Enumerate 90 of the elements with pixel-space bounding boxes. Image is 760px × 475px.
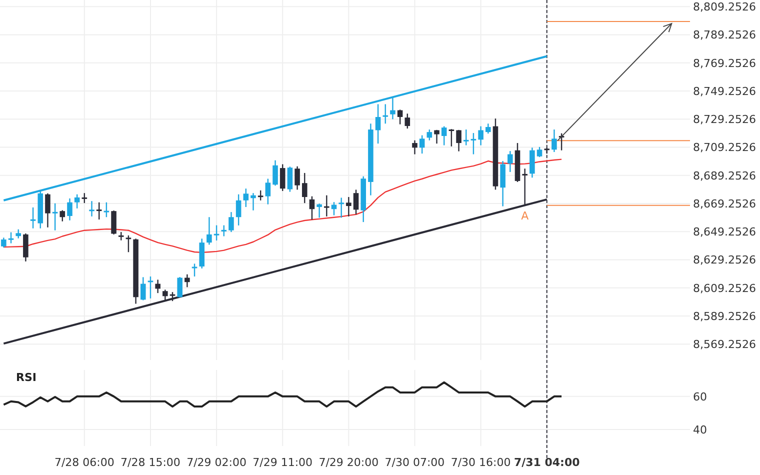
candlestick [294, 166, 300, 190]
candlestick [30, 206, 36, 229]
candlestick [536, 146, 542, 158]
candlestick [184, 274, 190, 288]
annotation: A [521, 209, 530, 222]
x-tick-label: 7/30 07:00 [384, 456, 445, 469]
y-tick-label: 8,789.2526 [693, 28, 756, 42]
candlestick [324, 194, 330, 218]
candlestick [375, 104, 381, 144]
y-tick-label: 40 [693, 423, 707, 436]
candlestick [140, 276, 146, 301]
x-tick-label: 7/30 16:00 [450, 456, 511, 469]
candlestick [419, 134, 425, 154]
x-tick-label: 7/29 20:00 [318, 456, 379, 469]
candlestick [500, 160, 506, 207]
candlestick [243, 188, 249, 208]
candlestick [96, 202, 102, 220]
x-tick-label: 7/28 15:00 [120, 456, 180, 469]
candlestick [60, 210, 66, 222]
candlestick [404, 113, 410, 130]
y-tick-label: 8,589.2526 [693, 310, 756, 323]
x-tick-label: 7/31 04:00 [514, 456, 580, 469]
candlestick [397, 109, 403, 125]
candlestick [74, 194, 80, 210]
line-series [2, 381, 563, 408]
candlestick [177, 276, 182, 298]
candlestick [162, 289, 168, 302]
candlestick [126, 234, 132, 253]
y-tick-label: 8,649.2526 [693, 226, 756, 239]
candlestick [8, 232, 14, 244]
x-tick-label: 7/28 06:00 [54, 456, 114, 469]
candlestick [104, 202, 110, 218]
candlestick [52, 202, 58, 231]
candlestick [390, 96, 396, 120]
candlestick [280, 164, 286, 192]
candlestick [89, 200, 94, 218]
candlestick [508, 150, 513, 173]
y-tick-label: 8,669.2526 [693, 197, 756, 210]
candlestick [470, 132, 476, 155]
candlestick [463, 128, 469, 146]
candlestick [338, 197, 344, 218]
candlestick [250, 192, 256, 211]
x-tick-label: 7/29 11:00 [252, 456, 313, 469]
candlestick [265, 178, 271, 205]
candlestick [192, 263, 198, 278]
candlestick [530, 147, 535, 178]
y-tick-label: 8,689.2526 [693, 169, 756, 182]
candlestick [456, 129, 462, 152]
candlestick [353, 189, 359, 215]
candlestick [236, 194, 242, 226]
candlestick [478, 126, 484, 146]
candlestick [111, 210, 116, 236]
y-tick-label: 8,709.2526 [693, 141, 756, 154]
candlestick [148, 276, 154, 300]
candlestick [309, 196, 315, 220]
candlestick [45, 192, 50, 228]
y-tick-label: 8,809.2526 [693, 0, 756, 14]
x-tick-label: 7/29 02:00 [186, 456, 246, 469]
candlestick [155, 279, 160, 294]
y-tick-label: 8,769.2526 [693, 56, 756, 70]
y-tick-label: 60 [693, 390, 707, 404]
y-tick-label: 8,729.2526 [693, 113, 756, 126]
candlestick [258, 190, 264, 201]
candlestick [412, 140, 418, 155]
candlestick [448, 128, 454, 147]
candlestick [23, 232, 28, 262]
candlestick [82, 192, 88, 204]
candlestick [287, 166, 293, 192]
candlestick [434, 129, 440, 144]
candlestick [221, 224, 227, 237]
candlestick [426, 128, 432, 141]
candlestick [214, 224, 220, 242]
candlestick [272, 160, 278, 186]
candlestick [1, 237, 6, 248]
candlestick [382, 104, 388, 124]
y-tick-label: 8,569.2526 [693, 338, 756, 352]
candlestick [316, 203, 322, 218]
candlestick [346, 196, 352, 218]
candlestick [206, 216, 212, 246]
candlestick [199, 238, 205, 270]
candlestick [67, 198, 72, 221]
candlestick [302, 172, 308, 204]
candlestick [552, 128, 557, 153]
candlestick [228, 211, 234, 233]
candlestick [441, 126, 447, 146]
y-tick-label: 8,629.2526 [693, 254, 756, 267]
y-tick-label: 8,749.2526 [693, 84, 756, 98]
candlestick [485, 123, 491, 134]
chart-title: RSI [16, 371, 36, 384]
y-tick-label: 8,609.2526 [693, 282, 756, 295]
